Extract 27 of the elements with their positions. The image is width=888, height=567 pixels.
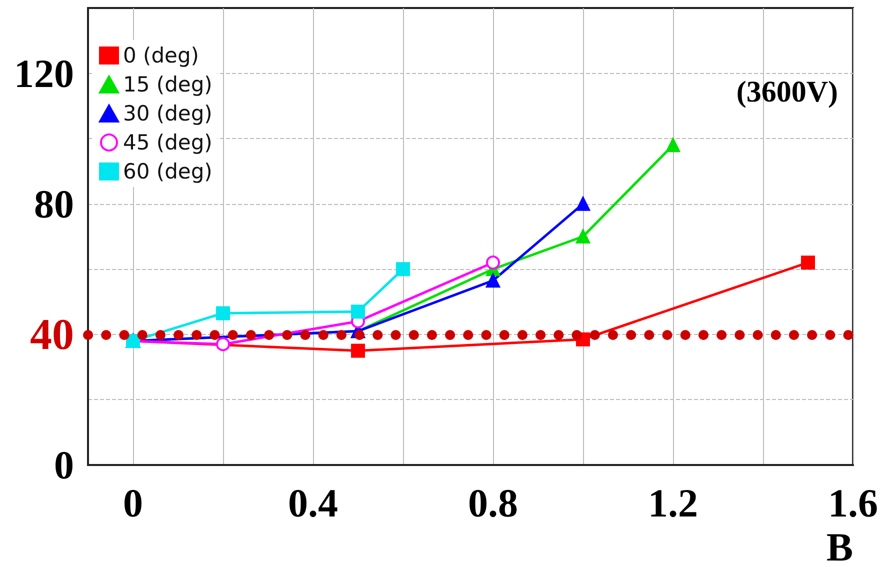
point [576, 230, 590, 244]
legend-label: 60 (deg) [123, 160, 212, 184]
y-tick-label: 0 [54, 442, 74, 488]
x-axis-title: B [826, 524, 853, 567]
point [216, 337, 230, 352]
x-tick-label: 0.8 [468, 480, 518, 526]
point [486, 256, 500, 270]
point [351, 304, 365, 319]
x-tick-label: 0.4 [288, 480, 338, 526]
legend-label: 15 (deg) [123, 72, 212, 96]
legend-label: 30 (deg) [123, 102, 212, 126]
legend-label: 0 (deg) [123, 44, 200, 68]
y-tick-label: 80 [34, 181, 74, 226]
y-tick-label: 40 [30, 310, 74, 359]
point [216, 306, 230, 320]
text: (3600V) [736, 76, 838, 108]
point [801, 256, 815, 270]
point [666, 138, 680, 152]
x-tick-label: 1.6 [828, 480, 878, 526]
point [576, 196, 590, 211]
legend-label: 45 (deg) [123, 130, 212, 154]
y-tick-label: 120 [14, 50, 74, 96]
x-tick-label: 1.2 [648, 480, 698, 526]
point [396, 262, 410, 276]
point [351, 344, 365, 358]
x-tick-label: 0 [123, 480, 143, 526]
point [486, 274, 500, 288]
